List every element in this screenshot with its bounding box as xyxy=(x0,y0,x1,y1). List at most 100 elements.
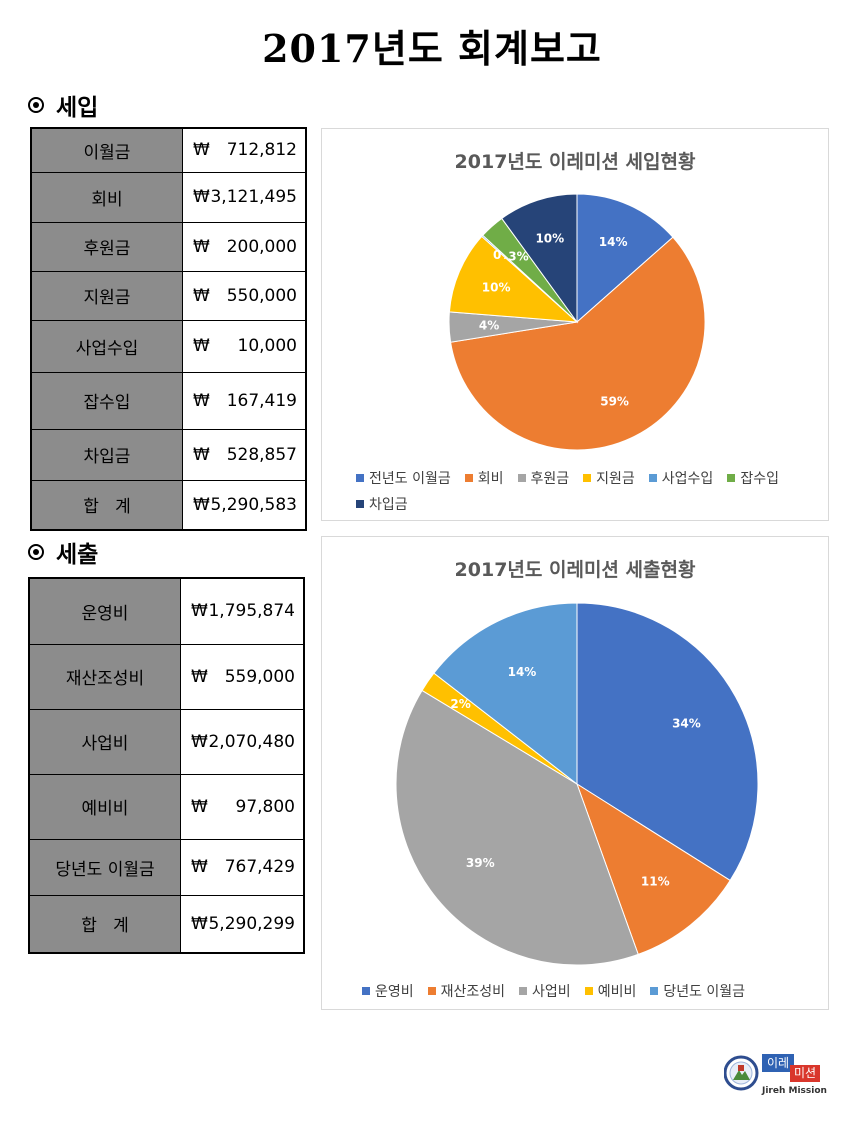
income-amount: 167,419 xyxy=(226,390,297,411)
legend-item: 후원금 xyxy=(517,468,570,488)
expense-amount: 97,800 xyxy=(235,796,295,817)
expense-row: 예비비 ₩97,800 xyxy=(28,773,305,840)
legend-item: 운영비 xyxy=(362,981,414,1001)
legend-item: 회비 xyxy=(464,468,504,488)
currency-symbol: ₩ xyxy=(191,731,208,752)
legend-swatch xyxy=(519,987,528,995)
legend-item: 전년도 이월금 xyxy=(356,468,451,488)
bullet-icon xyxy=(28,97,44,113)
legend-swatch xyxy=(727,474,736,482)
income-row-value: ₩3,121,495 xyxy=(182,171,307,223)
logo-caption: Jireh Mission xyxy=(762,1086,827,1096)
legend-label: 잡수입 xyxy=(740,471,779,487)
income-row-value: ₩10,000 xyxy=(182,319,307,373)
logo-top-text: 이레 xyxy=(762,1054,794,1072)
logo-bottom-text: 미션 xyxy=(790,1065,820,1082)
pie-data-label: 14% xyxy=(508,665,537,679)
pie-slice-2 xyxy=(576,782,731,955)
jireh-mission-logo: 이레 미션 Jireh Mission xyxy=(723,1054,827,1100)
expense-row-value: ₩2,070,480 xyxy=(180,708,305,775)
legend-label: 전년도 이월금 xyxy=(369,471,451,487)
income-pie-chart: 14% 59% 4% 10% 0% 3% 10% 2017년도 이레미션 세입현황 전년도 … xyxy=(321,128,829,521)
expense-row-value: ₩1,795,874 xyxy=(180,577,305,645)
expense-amount: 559,000 xyxy=(224,666,295,687)
income-amount: 200,000 xyxy=(226,236,297,257)
income-row-label: 이월금 xyxy=(30,127,183,173)
income-row-value: ₩200,000 xyxy=(182,221,307,272)
income-row-label: 회비 xyxy=(30,171,183,223)
income-row-label: 후원금 xyxy=(30,221,183,272)
expense-row: 사업비 ₩2,070,480 xyxy=(28,708,305,775)
currency-symbol: ₩ xyxy=(191,857,208,877)
expense-row-label: 당년도 이월금 xyxy=(28,838,181,896)
pie-data-label: 2% xyxy=(450,697,470,711)
pie-slice-3 xyxy=(395,689,639,966)
pie-data-label: 4% xyxy=(479,319,499,333)
income-row: 이월금 ₩712,812 xyxy=(30,127,307,173)
pie-slice-1 xyxy=(576,193,674,324)
income-row-label: 차입금 xyxy=(30,428,183,481)
currency-symbol: ₩ xyxy=(191,601,208,622)
currency-symbol: ₩ xyxy=(193,336,210,356)
expense-row-label: 합 계 xyxy=(28,894,181,954)
income-row-label: 지원금 xyxy=(30,270,183,321)
currency-symbol: ₩ xyxy=(193,390,210,411)
pie-data-label: 34% xyxy=(672,717,701,731)
legend-item: 차입금 xyxy=(356,494,408,514)
pie-data-label: 39% xyxy=(466,856,495,870)
pie-data-label: 3% xyxy=(508,249,528,263)
currency-symbol: ₩ xyxy=(193,444,210,465)
expense-row-value: ₩5,290,299 xyxy=(180,894,305,954)
legend-swatch xyxy=(584,987,593,995)
legend-label: 재산조성비 xyxy=(440,984,506,1000)
expense-row: 재산조성비 ₩559,000 xyxy=(28,643,305,710)
income-row: 회비 ₩3,121,495 xyxy=(30,171,307,223)
income-row-label: 사업수입 xyxy=(30,319,183,373)
currency-symbol: ₩ xyxy=(193,140,210,161)
legend-item: 사업수입 xyxy=(648,468,714,488)
expense-pie-chart: 34% 11% 39% 2% 14% 2017년도 이레미션 세출현황 운영비 재산조성비… xyxy=(321,536,829,1010)
legend-swatch xyxy=(362,987,370,995)
expense-row: 운영비 ₩1,795,874 xyxy=(28,577,305,645)
pie-data-label: 10% xyxy=(482,280,511,294)
income-amount: 10,000 xyxy=(237,336,297,356)
legend-label: 당년도 이월금 xyxy=(663,984,746,1000)
income-row-value: ₩5,290,583 xyxy=(182,479,307,531)
logo-emblem-icon xyxy=(723,1055,759,1091)
pie-slice-4 xyxy=(448,235,579,323)
pie-slice-5 xyxy=(433,602,578,786)
income-row-value: ₩712,812 xyxy=(182,127,307,173)
income-row: 후원금 ₩200,000 xyxy=(30,221,307,272)
currency-symbol: ₩ xyxy=(193,236,210,257)
legend-label: 사업수입 xyxy=(661,471,714,487)
legend-swatch xyxy=(648,474,657,482)
pie-data-label: 10% xyxy=(535,231,564,245)
pie-data-label: 11% xyxy=(641,874,670,888)
legend-swatch xyxy=(427,987,436,995)
pie-data-label: 14% xyxy=(599,235,628,249)
legend-label: 예비비 xyxy=(597,984,637,1000)
expense-table: 운영비 ₩1,795,874 재산조성비 ₩559,000 사업비 ₩2,070,480 예… xyxy=(28,577,305,954)
bullet-icon xyxy=(28,544,44,560)
legend-swatch xyxy=(517,474,526,482)
legend-swatch xyxy=(464,474,473,482)
income-row-label: 잡수입 xyxy=(30,371,183,430)
legend-item: 당년도 이월금 xyxy=(650,981,745,1001)
income-amount: 5,290,583 xyxy=(210,494,297,515)
legend-label: 운영비 xyxy=(375,984,414,1000)
pie-slice-1 xyxy=(576,602,759,882)
legend-label: 후원금 xyxy=(530,471,570,487)
income-row-label: 합 계 xyxy=(30,479,183,531)
expense-row-label: 재산조성비 xyxy=(28,643,181,710)
expense-amount: 5,290,299 xyxy=(208,913,295,934)
legend-label: 차입금 xyxy=(369,497,408,513)
expense-row-value: ₩767,429 xyxy=(180,838,305,896)
expense-heading-label: 세출 xyxy=(56,541,99,568)
pie-slice-7 xyxy=(501,193,578,324)
currency-symbol: ₩ xyxy=(193,285,210,306)
legend-item: 지원금 xyxy=(583,468,635,488)
income-row-value: ₩167,419 xyxy=(182,371,307,430)
income-amount: 550,000 xyxy=(226,285,297,306)
currency-symbol: ₩ xyxy=(191,913,208,934)
